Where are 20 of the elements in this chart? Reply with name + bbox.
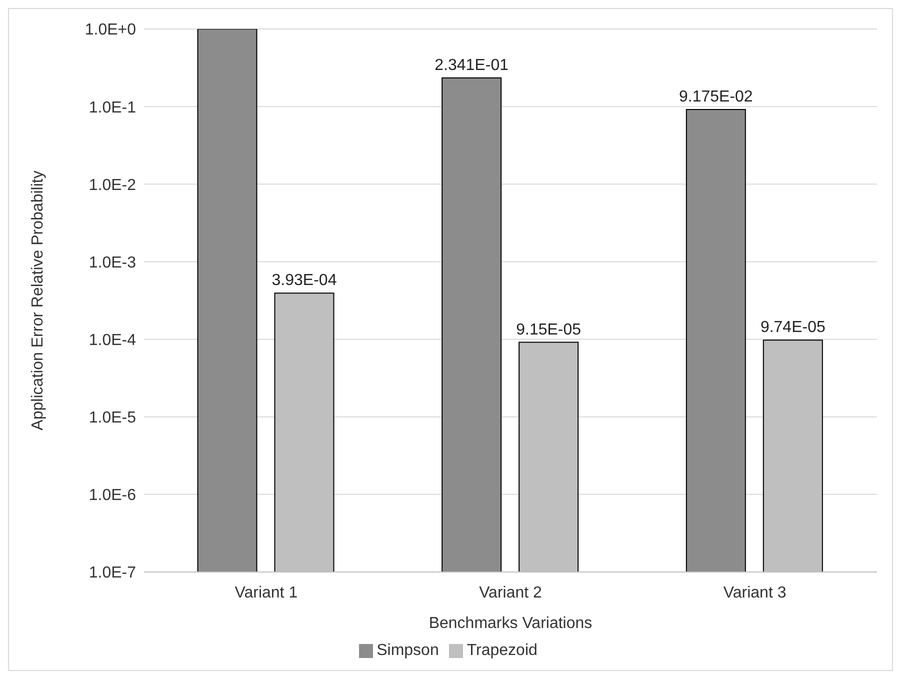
y-tick-label: 1.0E-4: [88, 332, 136, 349]
data-label: 3.93E-04: [272, 272, 337, 290]
y-tick-label: 1.0E-7: [88, 564, 136, 582]
x-tick-label: Variant 1: [234, 584, 298, 602]
legend-label: Simpson: [376, 642, 439, 659]
y-axis-title: Application Error Relative Probability: [30, 170, 47, 430]
data-label: 9.15E-05: [516, 321, 582, 338]
legend-label: Trapezoid: [466, 642, 538, 659]
data-label: 9.74E-05: [760, 319, 826, 336]
y-tick-label: 1.0E-2: [88, 176, 136, 194]
x-tick-label: Variant 2: [479, 584, 542, 602]
data-label: 2.341E-01: [434, 56, 509, 74]
x-tick-label: Variant 3: [723, 584, 786, 602]
y-tick-label: 1.0E-6: [88, 487, 136, 504]
y-tick-label: 1.0E-1: [88, 99, 136, 116]
y-tick-label: 1.0E-5: [88, 410, 136, 427]
y-tick-label: 1.0E-3: [88, 254, 136, 272]
x-axis-title: Benchmarks Variations: [428, 615, 592, 632]
y-tick-label: 1.0E+0: [84, 22, 136, 39]
data-label: 9.175E-02: [679, 88, 753, 106]
